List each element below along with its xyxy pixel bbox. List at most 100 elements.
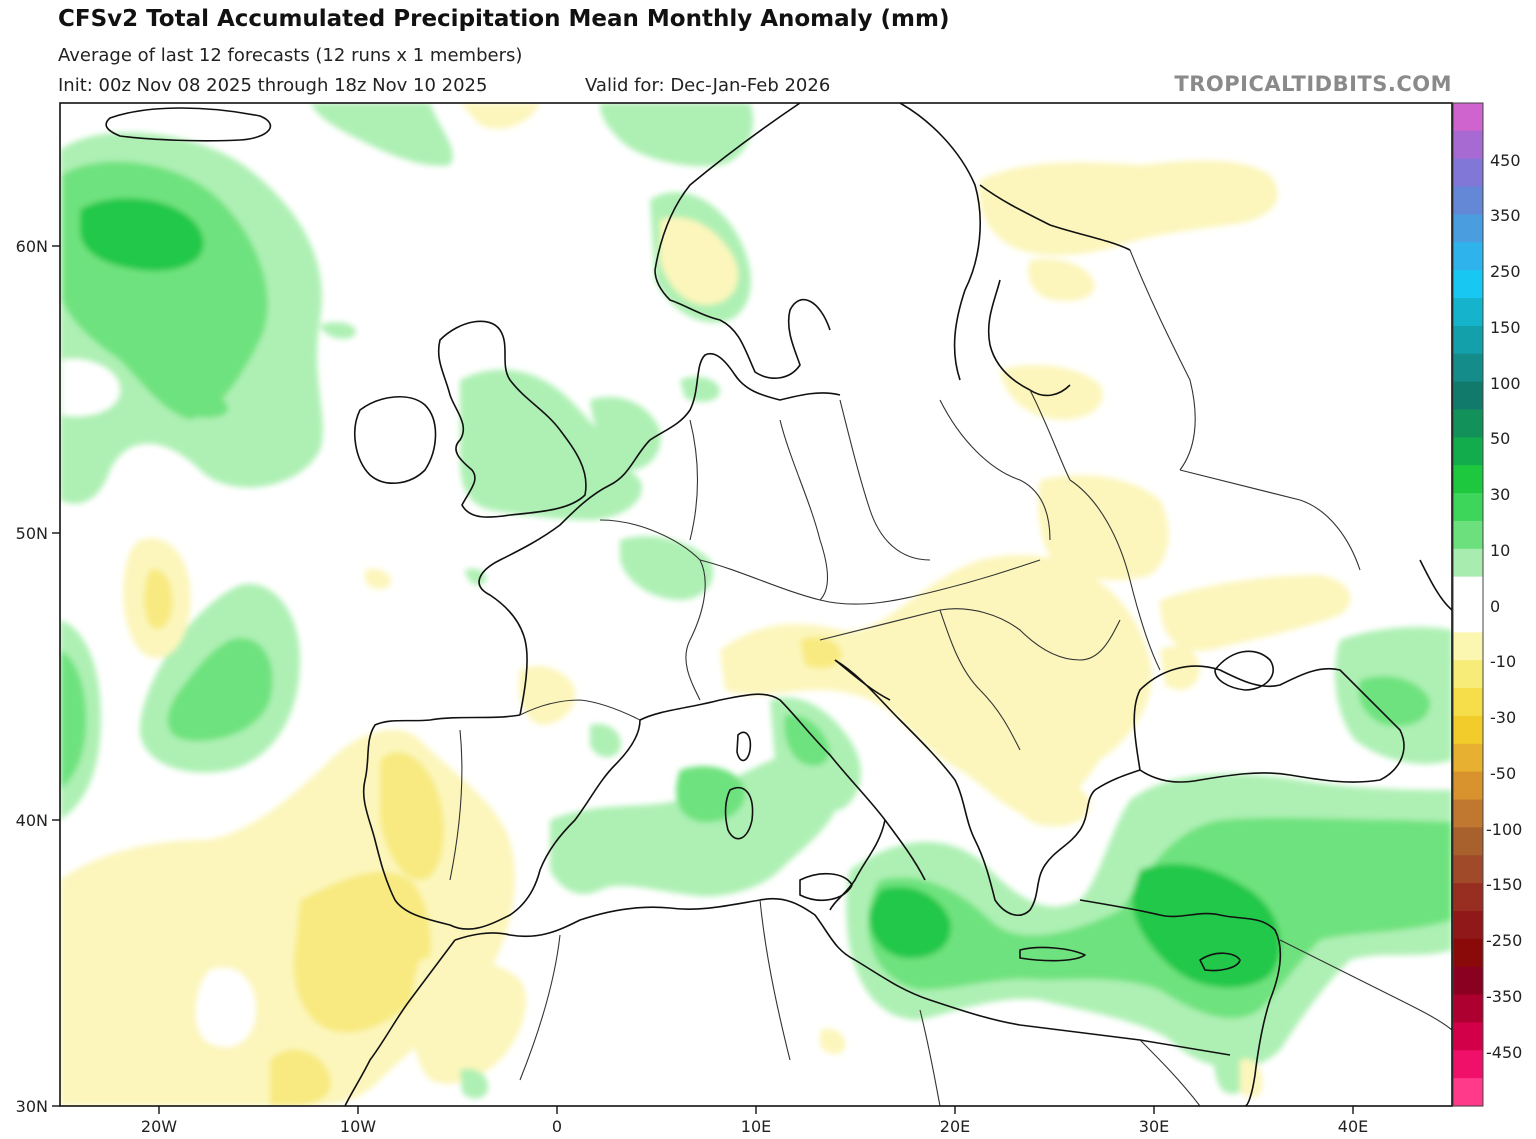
coastline-continental-west [478,353,841,716]
colorbar-labels: 450 350 250 150 100 50 30 10 0 -10 -30 -… [1486,151,1522,1062]
negative-anomaly-region [660,217,739,305]
positive-anomaly-region [620,536,714,600]
coastline-corsica [736,731,752,762]
positive-anomaly-region [590,396,661,470]
positive-anomaly-region [680,376,720,402]
border-line [1069,479,1161,671]
coastline-ireland [354,395,437,485]
coastline-crimea [1214,650,1274,691]
colorbar-label: 0 [1490,597,1500,616]
negative-anomaly-region [365,568,391,590]
negative-anomaly-region [1038,475,1169,581]
negative-anomaly-region [720,555,1152,820]
negative-anomaly-region [1160,575,1351,651]
source-credit: TROPICALTIDBITS.COM [1174,72,1452,96]
positive-anomaly-region [320,322,356,339]
colorbar-label: -100 [1486,820,1522,839]
colorbar-label: 30 [1490,485,1510,504]
colorbar-swatch [1453,548,1483,578]
colorbar-label: -250 [1486,931,1522,950]
positive-anomaly-region [869,886,951,959]
colorbar-label: 50 [1490,429,1510,448]
colorbar-label: -30 [1490,708,1516,727]
coastline-cyprus [1199,952,1241,972]
colorbar-swatch [1453,660,1483,689]
colorbar-swatch [1453,827,1483,856]
colorbar-swatch [1453,158,1483,188]
negative-anomaly-region [411,956,527,1084]
colorbar-label: -350 [1486,987,1522,1006]
lon-label-20w: 20W [141,1117,177,1136]
colorbar-swatch [1453,130,1483,160]
coastline-sicily [799,872,853,901]
init-time-label: Init: 00z Nov 08 2025 through 18z Nov 10… [58,75,488,96]
colorbar-swatch [1453,270,1483,299]
negative-anomaly-region [270,1049,331,1106]
positive-anomaly-region [80,198,204,271]
colorbar-swatch [1453,1050,1483,1079]
border-line [839,399,1051,561]
positive-anomaly-region [590,724,621,758]
negative-anomaly-region [1009,776,1091,827]
positive-anomaly-region [460,1068,489,1099]
negative-anomaly-region [293,871,431,1033]
positive-anomaly-region [550,749,843,897]
coastline-finland-baltic [979,184,1131,397]
colorbar-swatch [1453,103,1483,132]
colorbar-swatch [1453,743,1483,773]
colorbar-swatch [1453,715,1483,745]
colorbar-label: -10 [1490,652,1516,671]
border-line [599,519,706,701]
positive-anomaly-region [600,103,754,167]
lon-label-0: 0 [552,1117,562,1136]
colorbar-swatch [1453,298,1483,327]
latitude-axis: 60N 50N 40N 30N [16,237,60,1116]
colorbar-swatch [1453,409,1483,438]
negative-anomaly-region [820,1028,846,1055]
colorbar-swatch [1453,214,1483,243]
positive-anomaly-region [180,394,229,418]
colorbar-frame [1452,102,1484,1107]
map-subtitle: Average of last 12 forecasts (12 runs x … [58,45,523,66]
colorbar-swatch [1453,381,1483,411]
positive-anomaly-region [60,650,87,790]
colorbar-swatch [1453,994,1483,1024]
colorbar-swatch [1453,493,1483,522]
positive-anomaly-region [676,766,746,823]
coastline-great-britain [437,320,587,518]
valid-period-label: Valid for: Dec-Jan-Feb 2026 [585,75,831,96]
colorbar-swatch [1453,1022,1483,1051]
negative-anomaly-region [1240,1059,1263,1098]
coastline-black-sea [1133,665,1405,783]
colorbar-swatch [1453,910,1483,940]
colorbar-label: 150 [1490,318,1521,337]
colorbar-label: 450 [1490,151,1521,170]
colorbar-label: -150 [1486,875,1522,894]
colorbar-swatch [1453,855,1483,884]
negative-anomaly-region [460,103,540,129]
colorbar-label: 350 [1490,206,1521,225]
colorbar-label: 10 [1490,541,1510,560]
colorbar-swatch [1453,966,1483,996]
colorbar-swatch [1453,883,1483,912]
coastline-sardinia [724,786,754,840]
positive-anomaly-region [310,103,453,166]
positive-anomaly-region [784,714,830,766]
colorbar-swatch [1453,604,1483,633]
country-borders [449,249,1452,1106]
coastline-east-edge [1419,559,1452,611]
positive-anomaly-region [1131,863,1281,988]
border-line [699,559,1041,605]
colorbar-swatch [1453,325,1483,355]
colorbar-label: 250 [1490,262,1521,281]
positive-anomaly-region [167,638,273,741]
lat-label-30n: 30N [16,1097,48,1116]
colorbar-swatch [1453,186,1483,216]
colorbar-swatch [1453,1078,1483,1107]
negative-anomaly-region [1000,365,1103,420]
colorbar-swatch [1453,353,1483,383]
lon-label-30e: 30E [1139,1117,1169,1136]
lat-label-50n: 50N [16,524,48,543]
colorbar-swatch [1453,242,1483,271]
